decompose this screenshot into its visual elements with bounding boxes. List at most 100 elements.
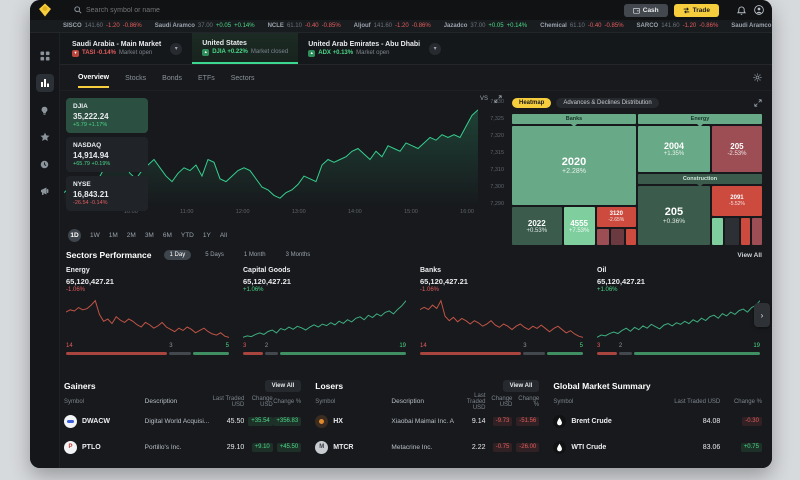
tab-bonds[interactable]: Bonds <box>162 75 183 82</box>
range-3m[interactable]: 3M <box>144 232 154 239</box>
chevron-down-icon[interactable]: ▾ <box>170 42 183 55</box>
table-row[interactable]: DWACW Digital World Acquisi... 45.50 +35… <box>64 408 302 434</box>
treemap-cell[interactable]: 205 +0.36% <box>638 186 710 245</box>
sector-card-oil[interactable]: Oil 65,120,427.21 +1.06% 3 2 19 <box>595 265 762 355</box>
change-pct-chip: +45.50 <box>276 442 302 452</box>
sectors-performance-section: Sectors Performance 1 Day 5 Days 1 Month… <box>60 245 772 373</box>
dashboard-grid-icon <box>40 51 49 61</box>
index-card-nasdaq[interactable]: NASDAQ 14,914.94 +65.79 +0.19% <box>66 137 148 172</box>
range-1m[interactable]: 1M <box>108 232 118 239</box>
sidebar-item-markets[interactable] <box>35 74 54 92</box>
markets-bars-icon <box>40 79 49 87</box>
ticker-item[interactable]: NCLE 61.10 -0.40 -0.85% <box>267 23 341 29</box>
filter-1-month[interactable]: 1 Month <box>243 252 266 258</box>
global-summary-title: Global Market Summary <box>553 381 651 391</box>
filter-5-days[interactable]: 5 Days <box>205 252 224 258</box>
treemap-group-banks[interactable]: Banks <box>512 114 636 127</box>
table-row[interactable]: M MTCR Metacrine Inc. 2.22 -0.75 -26.00 <box>315 434 540 460</box>
megaphone-icon <box>40 187 48 195</box>
treemap-cell[interactable]: 2091 -5.52% <box>711 186 762 216</box>
treemap-group-energy[interactable]: Energy <box>638 114 762 127</box>
filter-1-day[interactable]: 1 Day <box>163 250 192 260</box>
range-all[interactable]: All <box>219 232 228 239</box>
range-1y[interactable]: 1Y <box>202 232 211 239</box>
losers-view-all-button[interactable]: View All <box>502 380 540 392</box>
advance-decline-bar: 3 2 19 <box>243 343 406 355</box>
app-logo[interactable] <box>30 0 60 20</box>
table-row[interactable]: Brent Crude 84.08 -0.30 <box>553 408 762 434</box>
market-tab-uae-abu-dhabi[interactable]: United Arab Emirates - Abu Dhabi ▴ ADX +… <box>298 33 451 64</box>
advances-declines-tab[interactable]: Advances & Declines Distribution <box>556 98 659 108</box>
market-tab-saudi-arabia[interactable]: Saudi Arabia - Main Market ▾ TASI -0.14%… <box>62 33 192 64</box>
ticker-item[interactable]: Jazadco 37.00 +0.05 +0.14% <box>443 23 528 29</box>
carousel-next-button[interactable]: › <box>754 303 770 327</box>
table-row[interactable]: HX Xiaobai Maimai Inc. ADR 9.14 -9.73 -5… <box>315 408 540 434</box>
ticker-item[interactable]: SARCO 141.60 -1.20 -0.86% <box>636 23 719 29</box>
clock-icon <box>40 160 49 168</box>
table-row[interactable]: P PTLO Portillo's Inc. 29.10 +9.10 +45.50 <box>64 434 302 460</box>
gear-icon[interactable] <box>753 73 762 82</box>
ticker-item[interactable]: Chemical 61.10 -0.40 -0.85% <box>540 23 624 29</box>
tab-etfs[interactable]: ETFs <box>198 75 215 82</box>
sector-card-capital-goods[interactable]: Capital Goods 65,120,427.21 +1.06% 3 2 19 <box>241 265 408 355</box>
avatar <box>64 414 77 428</box>
index-card-djia[interactable]: DJIA 35,222.24 +5.79 +1.17% <box>66 98 148 133</box>
sidebar-item-announcements[interactable] <box>36 182 54 200</box>
ticker-item[interactable]: SISCO 141.60 -1.20 -0.86% <box>63 23 142 29</box>
range-1d[interactable]: 1D <box>68 229 81 242</box>
treemap-cell[interactable] <box>724 217 739 245</box>
treemap-cell[interactable]: 2020 +2.28% <box>512 126 636 205</box>
expand-heatmap-icon[interactable] <box>754 99 762 107</box>
search-input[interactable] <box>86 6 216 14</box>
search-bar[interactable] <box>74 6 216 14</box>
chevron-down-icon[interactable]: ▾ <box>429 42 442 55</box>
treemap-cell[interactable]: 205 -2.53% <box>711 126 762 172</box>
range-6m[interactable]: 6M <box>162 232 172 239</box>
avatar <box>315 414 329 428</box>
profile-button[interactable] <box>754 5 764 15</box>
treemap-cell[interactable]: 3120 -2.65% <box>596 207 636 227</box>
treemap-group-construction[interactable]: Construction <box>638 174 762 187</box>
range-2m[interactable]: 2M <box>126 232 136 239</box>
treemap-cell[interactable] <box>740 217 751 245</box>
tab-stocks[interactable]: Stocks <box>125 75 147 82</box>
sector-card-banks[interactable]: Banks 65,120,427.21 -1.06% 14 3 5 <box>418 265 585 355</box>
notifications-button[interactable] <box>737 5 746 15</box>
tab-sectors[interactable]: Sectors <box>230 75 255 82</box>
sector-card-energy[interactable]: Energy 65,120,427.21 -1.06% 14 3 5 <box>64 265 231 355</box>
filter-3-months[interactable]: 3 Months <box>285 252 311 258</box>
sector-sparkline <box>66 297 229 341</box>
market-tab-united-states[interactable]: United States ▴ DJIA +0.22% Market close… <box>192 33 299 64</box>
change-chip: +35.54 <box>248 416 273 426</box>
index-up-badge-icon: ▴ <box>308 49 316 57</box>
ticker-tape[interactable]: SISCO 141.60 -1.20 -0.86% Saudi Aramco 37.00… <box>30 20 772 33</box>
treemap-cell[interactable]: 2022 +0.53% <box>512 207 562 245</box>
tab-overview[interactable]: Overview <box>78 67 110 88</box>
treemap-cell[interactable] <box>752 217 762 245</box>
sectors-view-all-link[interactable]: View All <box>737 251 762 259</box>
cash-button[interactable]: Cash <box>623 3 668 17</box>
expand-chart-icon[interactable] <box>494 95 502 103</box>
ticker-item[interactable]: Aljouf 141.60 -1.20 -0.86% <box>353 23 431 29</box>
range-1w[interactable]: 1W <box>90 232 100 239</box>
treemap-cell[interactable]: 2004 +1.35% <box>638 126 710 172</box>
sidebar-item-dashboard[interactable] <box>36 47 54 65</box>
table-row[interactable]: WTI Crude 83.06 +0.75 <box>553 434 762 460</box>
index-card-nyse[interactable]: NYSE 16,843.21 -26.54 -0.14% <box>66 176 148 211</box>
trade-button[interactable]: Trade <box>673 3 719 17</box>
treemap-cell[interactable] <box>625 228 636 245</box>
treemap-cell[interactable] <box>711 217 723 245</box>
gainers-view-all-button[interactable]: View All <box>264 380 302 392</box>
range-ytd[interactable]: YTD <box>180 232 194 239</box>
sidebar-item-watchlist[interactable] <box>36 128 54 146</box>
compare-vs-button[interactable]: VS <box>479 96 488 102</box>
treemap-cell[interactable]: 4555 +7.53% <box>563 207 595 245</box>
heatmap-tab[interactable]: Heatmap <box>512 98 552 108</box>
sector-sparkline <box>420 297 583 341</box>
sidebar-item-history[interactable] <box>36 155 54 173</box>
treemap-cell[interactable] <box>611 228 624 245</box>
sidebar-item-ideas[interactable] <box>36 101 54 119</box>
treemap-cell[interactable] <box>596 228 610 245</box>
